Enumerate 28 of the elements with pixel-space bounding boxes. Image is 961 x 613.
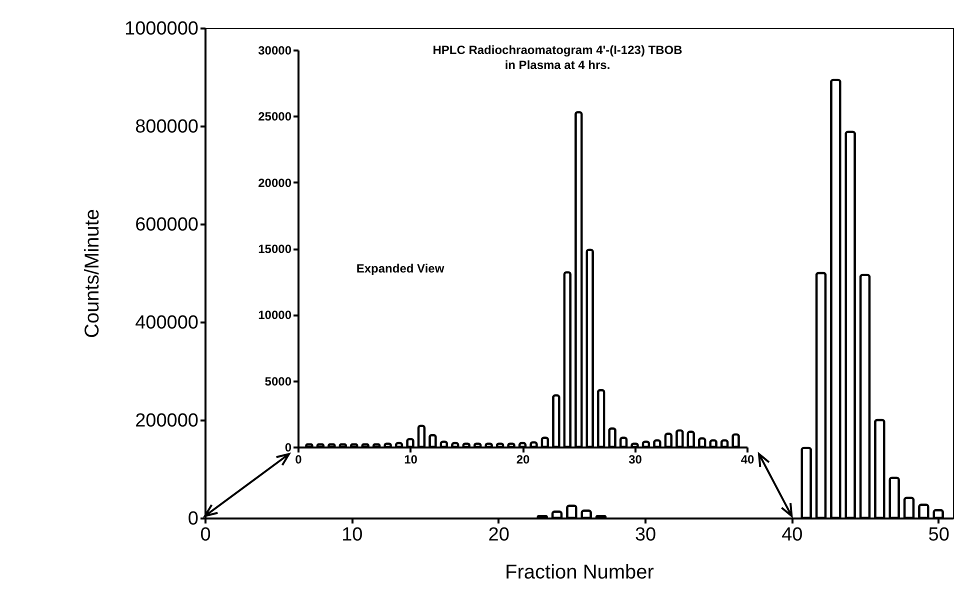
y-tick-label: 15000	[258, 242, 292, 256]
y-tick-label: 5000	[264, 374, 292, 388]
y-tick-label: 10000	[258, 308, 292, 322]
y-tick-label: 800000	[135, 116, 198, 138]
y-tick-label: 400000	[135, 312, 198, 334]
y-tick-label: 0	[284, 440, 292, 454]
x-tick-label: 40	[782, 524, 803, 546]
y-tick-label: 1000000	[124, 18, 198, 40]
chart-title: HPLC Radiochraomatogram 4'-(I-123) TBOB	[432, 43, 683, 57]
y-axis-title: Counts/Minute	[82, 209, 104, 338]
x-tick-label: 30	[628, 452, 642, 466]
y-tick-label: 0	[188, 508, 198, 530]
x-tick-label: 30	[634, 524, 656, 546]
x-tick-label: 40	[740, 452, 754, 466]
x-tick-label: 10	[404, 452, 418, 466]
y-tick-label: 25000	[258, 110, 292, 124]
x-tick-label: 50	[928, 524, 950, 546]
y-tick-label: 30000	[258, 44, 292, 58]
x-axis-title: Fraction Number	[505, 562, 654, 584]
y-tick-label: 200000	[135, 410, 198, 432]
y-tick-label: 20000	[258, 176, 292, 190]
x-tick-label: 10	[342, 524, 363, 546]
x-tick-label: 20	[488, 524, 510, 546]
text: in Plasma at 4 hrs.	[504, 58, 610, 72]
y-tick-label: 600000	[135, 214, 198, 236]
x-tick-label: 20	[516, 452, 530, 466]
x-tick-label: 0	[295, 452, 302, 466]
annotation: Expanded View	[356, 261, 445, 276]
